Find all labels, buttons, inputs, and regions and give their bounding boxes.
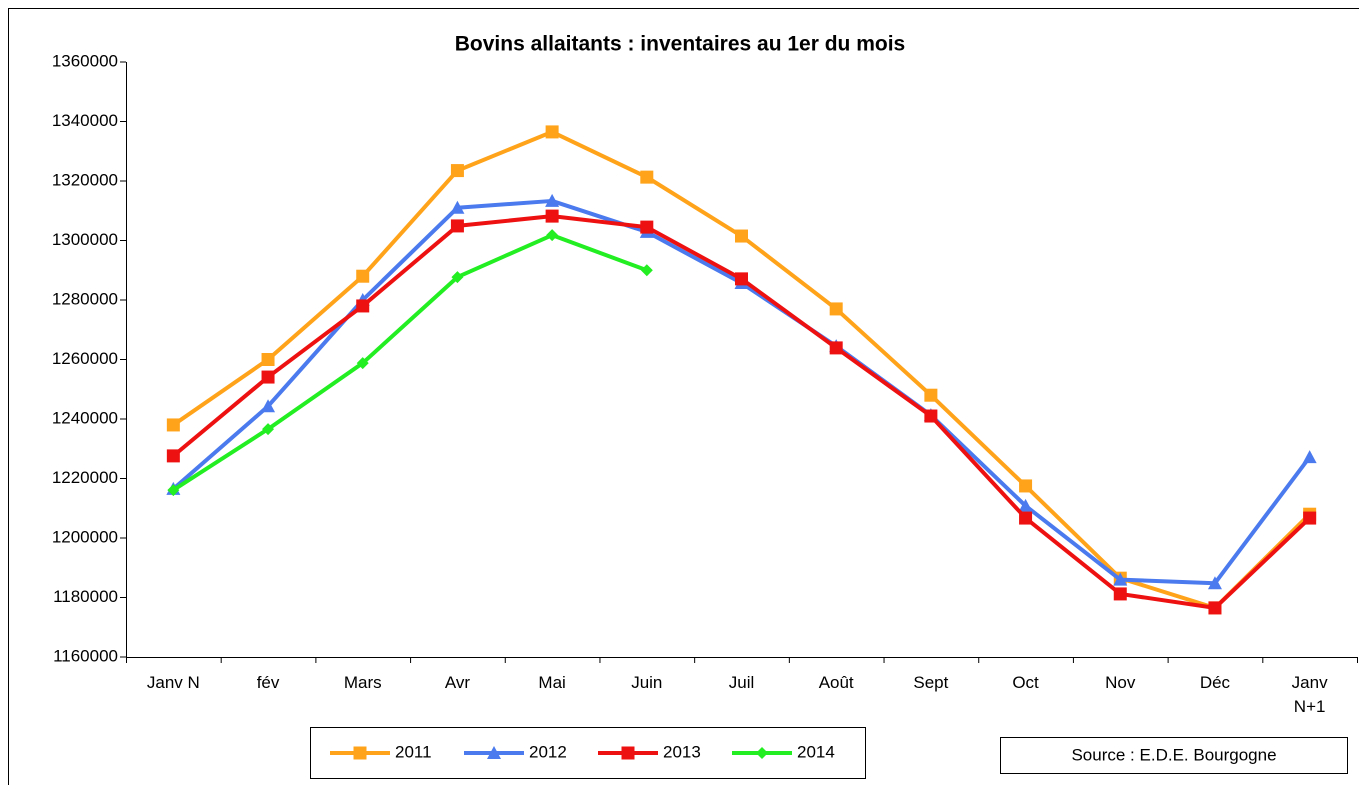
point: [1303, 511, 1317, 525]
point: [450, 164, 464, 178]
legend-marker: [756, 747, 768, 759]
legend-label: 2013: [663, 742, 701, 761]
x-tick-label: Mai: [538, 673, 566, 692]
point: [261, 399, 276, 413]
legend-marker: [487, 746, 501, 759]
point: [1019, 511, 1033, 525]
y-tick-label: 1320000: [52, 170, 118, 189]
x-tick-label: Juin: [631, 673, 663, 692]
point: [640, 170, 654, 184]
y-tick-label: 1280000: [52, 289, 118, 308]
frame: [8, 8, 1359, 785]
legend-label: 2012: [529, 742, 567, 761]
y-tick-label: 1260000: [52, 349, 118, 368]
y-tick-label: 1220000: [52, 468, 118, 487]
point: [735, 272, 748, 286]
point: [545, 193, 560, 207]
point: [450, 200, 465, 214]
chart-title: Bovins allaitants : inventaires au 1er d…: [455, 33, 905, 56]
x-tick-label: Oct: [1012, 673, 1039, 692]
point: [167, 484, 180, 497]
y-tick-label: 1180000: [53, 587, 118, 606]
legend-label: 2011: [395, 742, 432, 761]
x-tick-label: Sept: [913, 673, 949, 692]
point: [450, 219, 464, 233]
point: [1208, 601, 1222, 615]
x-tick-label: Janv N: [146, 673, 200, 692]
x-tick-label: Janv N+1: [1291, 673, 1328, 716]
point: [356, 299, 370, 313]
x-tick-label: Mars: [343, 673, 382, 692]
source-box: [1000, 737, 1348, 774]
point: [640, 220, 654, 234]
x-tick-label: Nov: [1105, 673, 1136, 692]
source: Source : E.D.E. Bourgogne: [1071, 745, 1276, 764]
point: [356, 357, 369, 370]
point: [1113, 572, 1128, 586]
y-tick-label: 1200000: [52, 527, 118, 546]
point: [924, 409, 938, 423]
series-line: [172, 233, 648, 492]
x-tick-label: Juil: [728, 673, 755, 692]
point: [1018, 498, 1033, 512]
point: [166, 418, 180, 432]
point: [261, 370, 275, 384]
x-tick-label: Avr: [444, 673, 471, 692]
series-line: [172, 198, 1312, 586]
point: [1113, 587, 1127, 601]
point: [166, 449, 180, 463]
point: [451, 271, 464, 284]
point: [829, 302, 843, 316]
legend-marker: [353, 746, 367, 760]
y-tick-label: 1240000: [52, 408, 118, 427]
x-tick-label: Déc: [1199, 673, 1231, 692]
y-tick-label: 1300000: [52, 230, 118, 249]
y-tick-label: 1160000: [53, 646, 118, 665]
legend-marker: [621, 746, 635, 760]
x-tick-label: Août: [818, 673, 854, 692]
point: [829, 341, 843, 355]
point: [640, 264, 653, 277]
legend-label: 2014: [797, 742, 835, 761]
point: [262, 423, 275, 436]
point: [261, 353, 275, 366]
y-tick-label: 1340000: [52, 111, 118, 130]
point: [356, 269, 370, 283]
point: [924, 388, 938, 402]
series-line: [172, 129, 1312, 610]
point: [545, 125, 559, 139]
x-tick-label: fév: [256, 673, 280, 692]
point: [1019, 479, 1033, 493]
point: [546, 229, 559, 242]
point: [735, 229, 748, 243]
point: [545, 209, 559, 223]
point: [1207, 576, 1222, 590]
point: [1302, 450, 1317, 464]
y-tick-label: 1360000: [52, 51, 118, 70]
